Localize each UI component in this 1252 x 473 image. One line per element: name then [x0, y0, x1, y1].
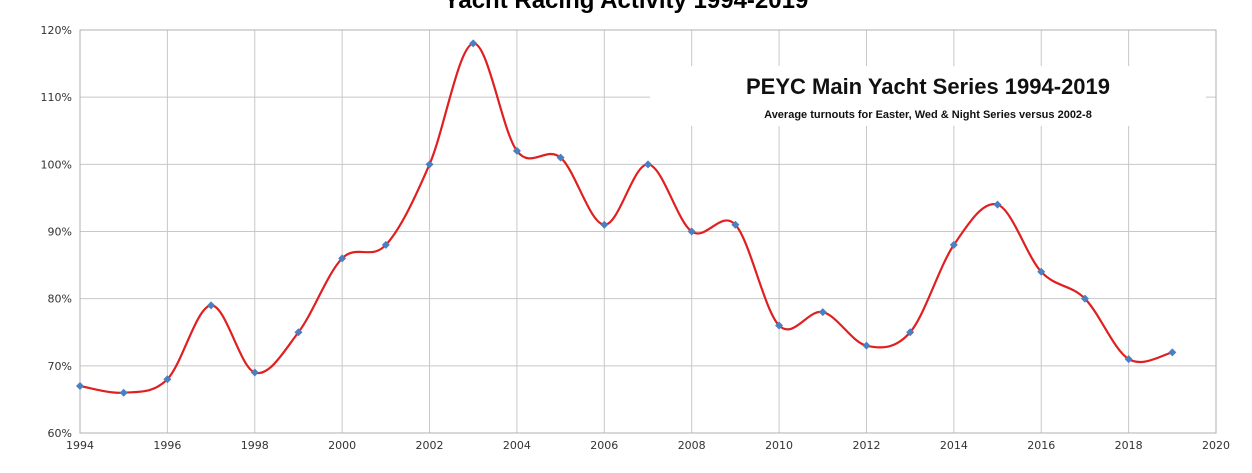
data-point-marker: [425, 160, 434, 169]
y-tick-label: 120%: [41, 24, 72, 37]
data-markers: [76, 39, 1177, 397]
data-point-marker: [731, 220, 740, 229]
x-tick-label: 2000: [328, 439, 356, 452]
chart-subtitle: Average turnouts for Easter, Wed & Night…: [764, 109, 1092, 121]
x-tick-label: 2014: [940, 439, 968, 452]
data-point-marker: [600, 220, 609, 229]
y-tick-label: 100%: [41, 158, 72, 171]
data-point-marker: [294, 328, 303, 337]
data-point-marker: [993, 200, 1002, 209]
data-point-marker: [906, 328, 915, 337]
x-tick-label: 2016: [1027, 439, 1055, 452]
series-line: [79, 42, 1173, 394]
data-point-marker: [644, 160, 652, 169]
data-point-marker: [862, 341, 871, 350]
page-title: Yacht Racing Activity 1994-2019: [444, 0, 809, 14]
y-tick-label: 80%: [48, 293, 72, 306]
x-tick-label: 1998: [241, 439, 269, 452]
x-tick-label: 2020: [1202, 439, 1230, 452]
x-axis: 1994 1996 1998 2000 2002 2004 2006 2008 2010 2012…: [66, 439, 1230, 452]
y-axis: 60% 70% 80% 90% 100% 110% 120%: [41, 24, 72, 440]
x-tick-label: 2006: [590, 439, 618, 452]
data-point-marker: [469, 39, 478, 48]
y-tick-label: 70%: [48, 360, 72, 373]
data-point-marker: [1080, 294, 1089, 303]
data-point-marker: [338, 254, 347, 263]
plot-frame: [79, 29, 1217, 434]
x-tick-label: 2008: [678, 439, 706, 452]
inset-title-box: [650, 66, 1206, 126]
data-point-marker: [556, 153, 565, 162]
y-tick-label: 60%: [48, 427, 72, 440]
data-point-marker: [250, 368, 259, 377]
x-tick-label: 2012: [852, 439, 880, 452]
data-point-marker: [76, 381, 84, 390]
data-point-marker: [949, 240, 958, 249]
data-point-marker: [207, 301, 216, 310]
data-point-marker: [1037, 267, 1046, 276]
y-tick-label: 110%: [41, 91, 72, 104]
data-point-marker: [775, 321, 784, 330]
x-tick-label: 2004: [503, 439, 531, 452]
chart-title: PEYC Main Yacht Series 1994-2019: [746, 74, 1110, 99]
x-tick-label: 2010: [765, 439, 793, 452]
data-point-marker: [381, 240, 390, 249]
data-point-marker: [1168, 348, 1177, 357]
x-tick-label: 2018: [1115, 439, 1143, 452]
data-point-marker: [163, 375, 172, 384]
x-tick-label: 1994: [66, 439, 94, 452]
y-tick-label: 90%: [48, 226, 72, 239]
data-point-marker: [512, 146, 521, 155]
data-point-marker: [687, 227, 696, 236]
data-point-marker: [818, 308, 827, 317]
data-point-marker: [119, 388, 128, 397]
x-tick-label: 2002: [416, 439, 444, 452]
data-point-marker: [1124, 355, 1133, 364]
x-tick-label: 1996: [153, 439, 181, 452]
